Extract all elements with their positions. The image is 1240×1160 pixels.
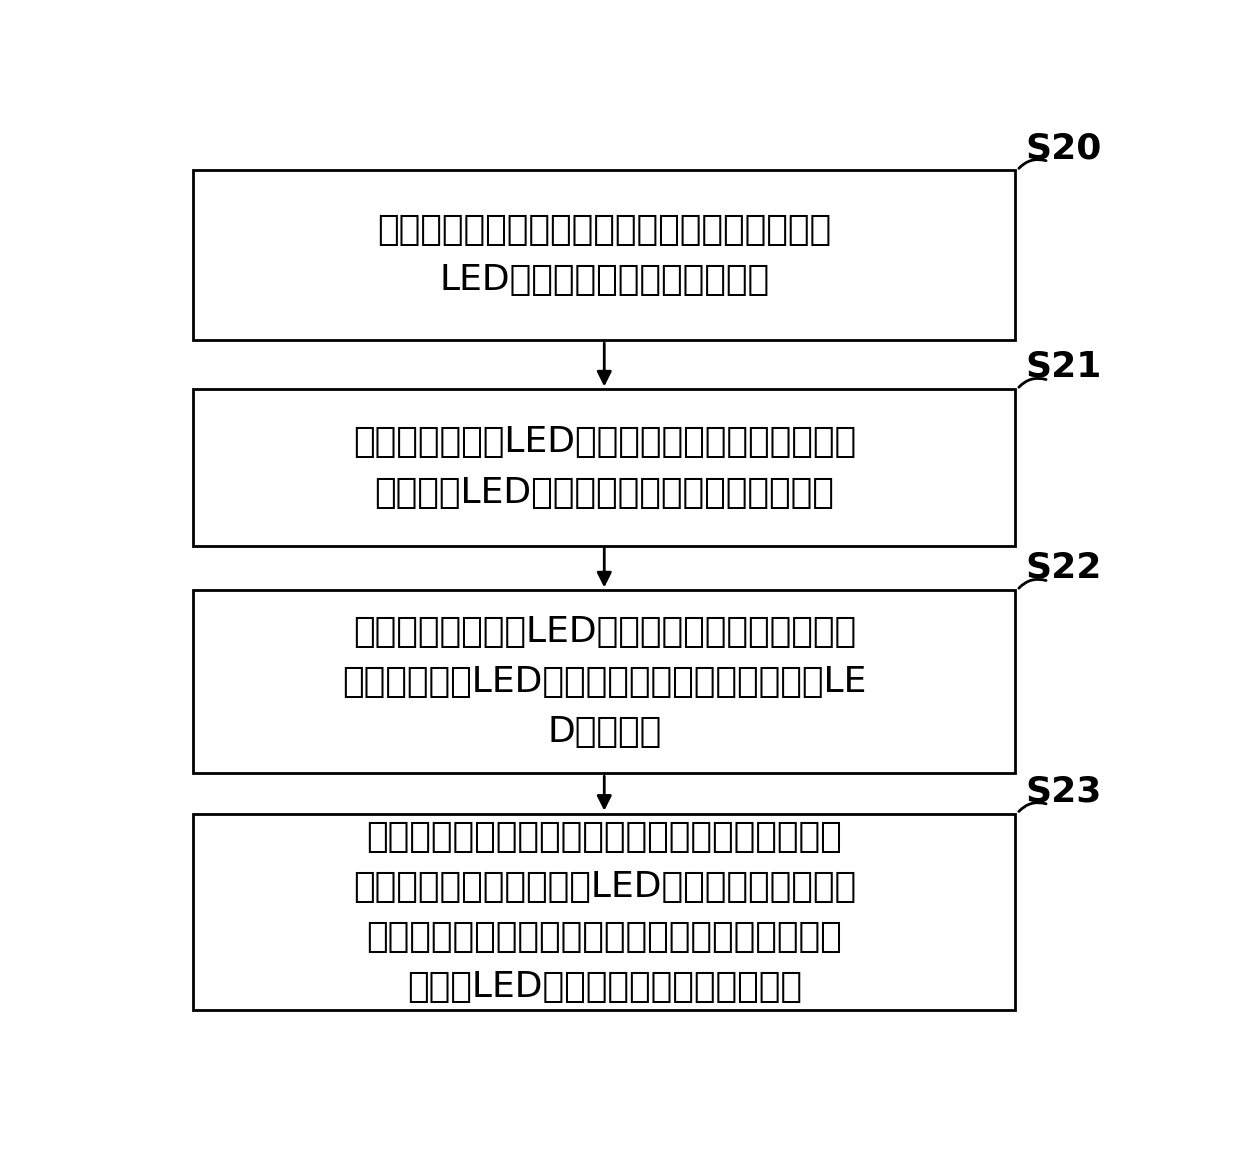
Text: S22: S22: [1025, 551, 1101, 585]
Text: 判断数量是否大于预设值，若否，则调节驱动信号
的脉冲宽度，使其余各路LED串的流过电流维持在
额定值；若是，则调节驱动信号的脉冲频率，使其
余各路LED串的流过: 判断数量是否大于预设值，若否，则调节驱动信号 的脉冲宽度，使其余各路LED串的流…: [352, 819, 856, 1005]
Text: 当检测到每一路LED串的流过电流达到额定值时，
检测各路LED串的两端电压是否超出预设范围: 当检测到每一路LED串的流过电流达到额定值时， 检测各路LED串的两端电压是否超…: [352, 426, 856, 509]
Text: S20: S20: [1025, 131, 1101, 165]
Bar: [193, 590, 1016, 774]
Text: 若检测到至少一路LED串的两端电压超出预设范围
，则检测各路LED串中两端电压超出预设范围的LE
D串的数量: 若检测到至少一路LED串的两端电压超出预设范围 ，则检测各路LED串中两端电压超…: [342, 615, 867, 749]
Bar: [193, 813, 1016, 1010]
Text: S21: S21: [1025, 350, 1101, 384]
Bar: [193, 171, 1016, 340]
Text: 向谐振变换网络输入驱动信号，并开始采样各路
LED串的流过电流以及两端电压: 向谐振变换网络输入驱动信号，并开始采样各路 LED串的流过电流以及两端电压: [377, 213, 831, 297]
Text: S23: S23: [1025, 774, 1101, 809]
Bar: [193, 390, 1016, 545]
